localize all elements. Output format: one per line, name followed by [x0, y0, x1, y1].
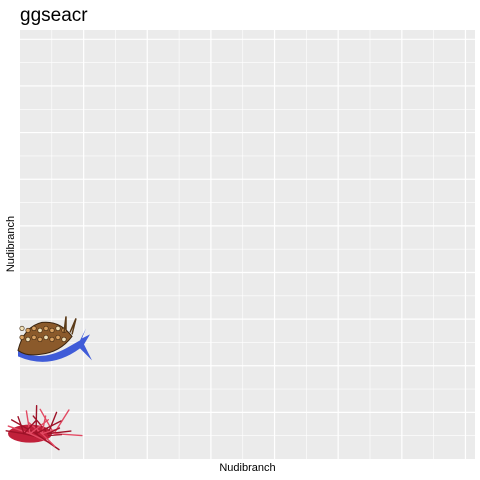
nudibranch-cerata: [41, 432, 56, 448]
data-points: [5, 316, 92, 451]
nudibranch-tentacle: [47, 427, 63, 437]
nudibranch-cerata: [47, 411, 58, 435]
nudibranch-cerata: [17, 415, 25, 435]
minor-grid: [20, 30, 475, 459]
nudibranch-cerata: [53, 432, 83, 437]
brown-blue-nudibranch-icon: [17, 316, 92, 362]
nudibranch-papilla: [43, 334, 49, 340]
nudibranch-papilla: [55, 334, 61, 340]
nudibranch-papilla: [25, 327, 31, 333]
nudibranch-papilla: [49, 336, 55, 342]
nudibranch-cerata: [23, 419, 37, 435]
nudibranch-papilla: [19, 334, 25, 340]
major-grid: [20, 30, 475, 459]
nudibranch-papilla: [61, 336, 67, 342]
nudibranch-cerata: [25, 410, 31, 435]
nudibranch-foot: [18, 328, 92, 362]
nudibranch-cerata: [5, 430, 25, 435]
nudibranch-rhinophore: [63, 316, 77, 335]
x-axis-label: Nudibranch: [219, 462, 276, 474]
red-nudibranch-icon: [5, 404, 83, 451]
nudibranch-papilla: [25, 336, 31, 342]
panel-background: [20, 30, 475, 459]
nudibranch-cerata: [29, 419, 49, 435]
nudibranch-papilla: [55, 325, 61, 331]
nudibranch-cerata: [35, 432, 60, 451]
nudibranch-papilla: [37, 336, 43, 342]
nudibranch-papilla: [19, 325, 25, 331]
nudibranch-papilla: [43, 325, 49, 331]
chart-title: ggseacr: [20, 5, 88, 26]
nudibranch-papilla: [31, 334, 37, 340]
nudibranch-papilla: [49, 327, 55, 333]
nudibranch-cerata: [35, 420, 62, 435]
nudibranch-papilla: [37, 327, 43, 333]
nudibranch-cerata: [7, 425, 31, 435]
nudibranch-papilla: [31, 325, 37, 331]
nudibranch-cerata: [47, 430, 72, 435]
